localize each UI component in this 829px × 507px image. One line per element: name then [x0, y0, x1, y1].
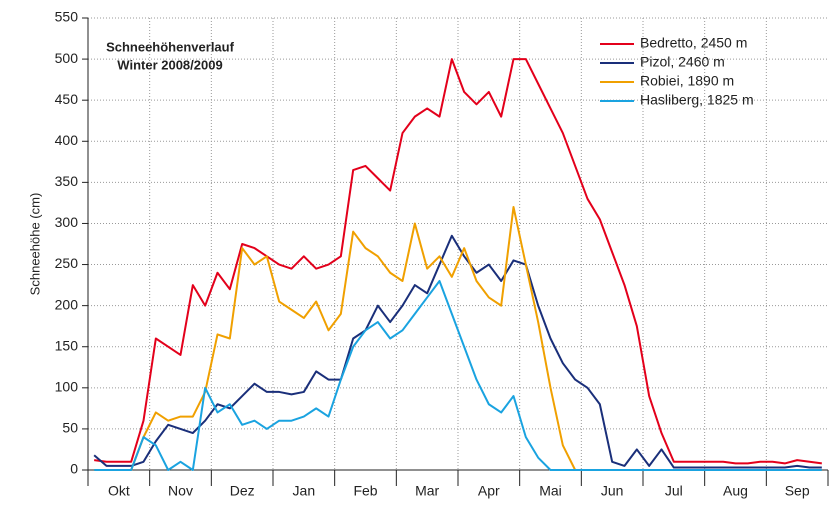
y-tick-label: 450 [55, 91, 79, 107]
x-tick-label: Sep [785, 483, 810, 499]
x-tick-label: Feb [353, 483, 377, 499]
x-tick-label: Mai [539, 483, 562, 499]
y-tick-label: 350 [55, 173, 79, 189]
x-tick-label: Jul [665, 483, 683, 499]
x-tick-label: Okt [108, 483, 130, 499]
y-tick-label: 400 [55, 132, 79, 148]
x-tick-label: Apr [478, 483, 500, 499]
series-line [94, 58, 822, 465]
chart-subtitle: Winter 2008/2009 [117, 57, 222, 72]
x-tick-label: Dez [230, 483, 255, 499]
x-tick-label: Nov [168, 483, 193, 499]
y-tick-label: 500 [55, 50, 79, 66]
x-tick-label: Jan [293, 483, 316, 499]
y-tick-label: 300 [55, 214, 79, 230]
y-axis-label: Schneehöhe (cm) [27, 193, 42, 296]
legend-label: Pizol, 2460 m [640, 54, 725, 70]
legend-label: Robiei, 1890 m [640, 73, 734, 89]
legend-label: Bedretto, 2450 m [640, 35, 747, 51]
y-tick-label: 150 [55, 337, 79, 353]
y-tick-label: 200 [55, 296, 79, 312]
legend-label: Hasliberg, 1825 m [640, 92, 754, 108]
y-tick-label: 100 [55, 379, 79, 395]
x-tick-label: Jun [601, 483, 624, 499]
chart-title: Schneehöhenverlauf [106, 39, 235, 54]
y-tick-label: 550 [55, 9, 79, 25]
x-tick-label: Aug [723, 483, 748, 499]
x-tick-label: Mar [415, 483, 439, 499]
series-line [94, 279, 822, 471]
y-tick-label: 250 [55, 255, 79, 271]
y-tick-label: 0 [70, 461, 78, 477]
y-tick-label: 50 [62, 420, 78, 436]
